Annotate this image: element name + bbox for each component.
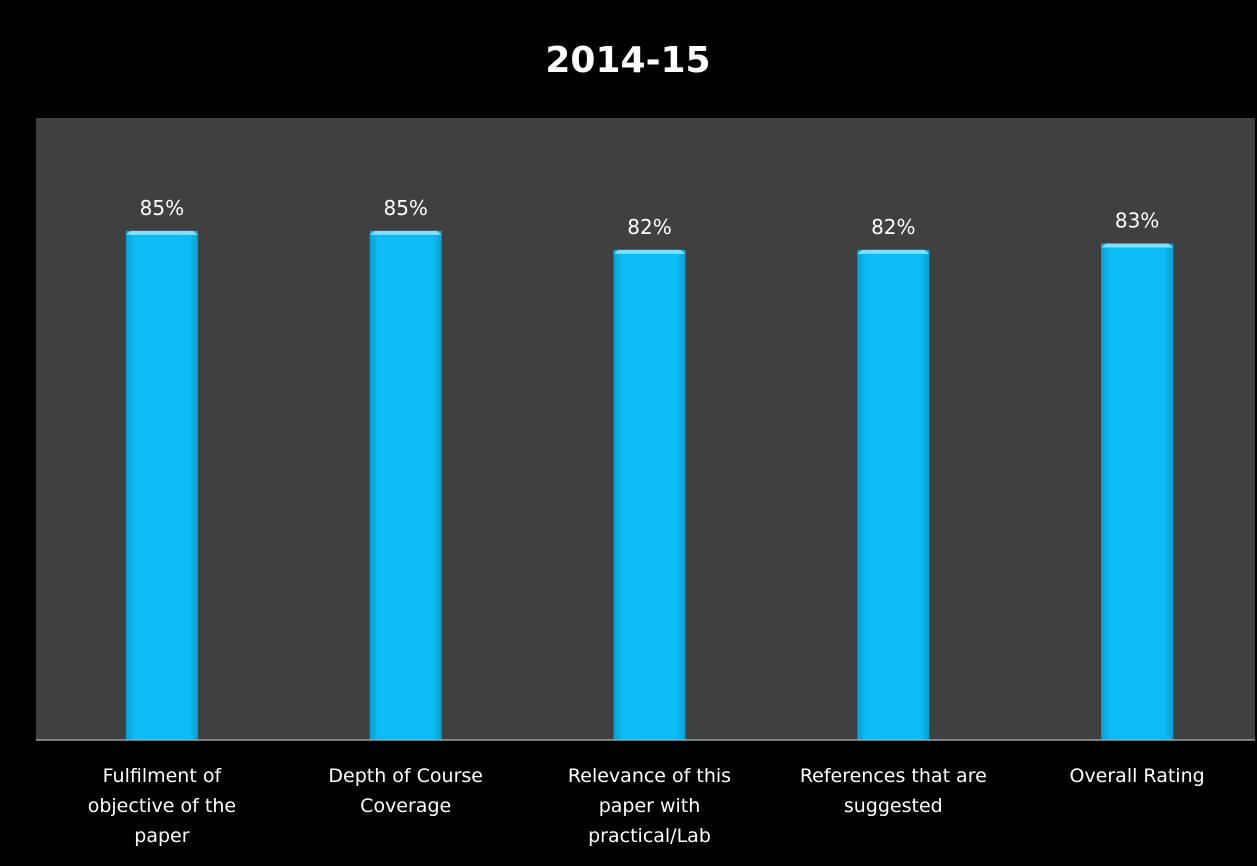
bars-layer — [125, 230, 1174, 741]
value-label-2: 85% — [383, 196, 427, 220]
bar-2 — [369, 230, 442, 741]
category-labels-layer: Fulfilment of objective of the paper Depth … — [88, 765, 1205, 847]
bar-body — [613, 249, 686, 740]
value-label-1: 85% — [140, 196, 184, 220]
bar-body — [1101, 243, 1174, 740]
bar-body — [857, 249, 930, 740]
category-label-line: paper with — [599, 795, 701, 817]
bar-4 — [857, 249, 930, 740]
value-label-4: 82% — [871, 215, 915, 239]
category-label-5: Overall Rating — [1069, 765, 1204, 787]
bar-body — [369, 230, 442, 741]
category-label-line: Relevance of this — [568, 765, 731, 787]
bar-top-bevel — [857, 249, 930, 254]
bar-top-bevel — [369, 230, 442, 235]
category-label-line: Depth of Course — [328, 765, 483, 787]
bar-3 — [613, 249, 686, 740]
category-label-line: suggested — [844, 795, 943, 817]
value-label-3: 82% — [627, 215, 671, 239]
value-labels-layer: 85% 85% 82% 82% 83% — [140, 196, 1160, 239]
category-label-line: Coverage — [360, 795, 451, 817]
bar-1 — [125, 230, 198, 741]
bar-top-bevel — [1101, 243, 1174, 248]
category-label-line: practical/Lab — [588, 825, 711, 847]
category-label-2: Depth of Course Coverage — [328, 765, 483, 817]
bar-5 — [1101, 243, 1174, 740]
bar-body — [125, 230, 198, 741]
bar-top-bevel — [125, 230, 198, 235]
bar-top-bevel — [613, 249, 686, 254]
category-label-line: References that are — [800, 765, 987, 787]
category-label-line: objective of the — [88, 795, 236, 817]
category-label-1: Fulfilment of objective of the paper — [88, 765, 236, 847]
category-label-line: paper — [134, 825, 189, 847]
category-label-line: Fulfilment of — [103, 765, 223, 787]
category-label-3: Relevance of this paper with practical/Lab — [568, 765, 731, 847]
category-label-4: References that are suggested — [800, 765, 987, 817]
value-label-5: 83% — [1115, 208, 1159, 232]
chart-title: 2014-15 — [545, 40, 710, 81]
category-label-line: Overall Rating — [1069, 765, 1204, 787]
